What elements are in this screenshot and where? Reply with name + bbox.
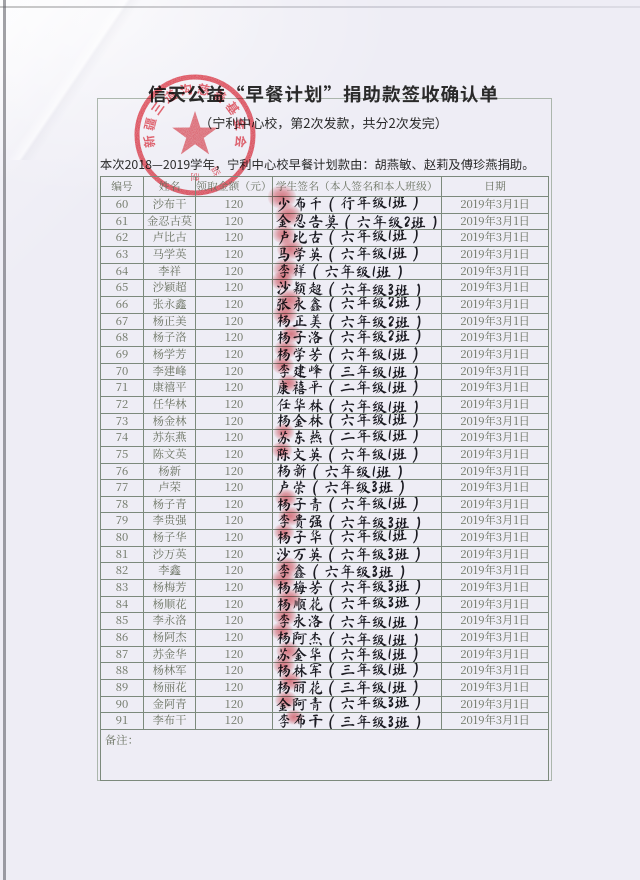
svg-text:疆: 疆 (139, 115, 160, 132)
svg-text:新: 新 (138, 134, 159, 149)
svg-text:沟: 沟 (178, 78, 194, 99)
svg-text:金: 金 (230, 115, 252, 132)
svg-text:慈: 慈 (196, 78, 212, 99)
svg-text:会: 会 (231, 134, 252, 150)
